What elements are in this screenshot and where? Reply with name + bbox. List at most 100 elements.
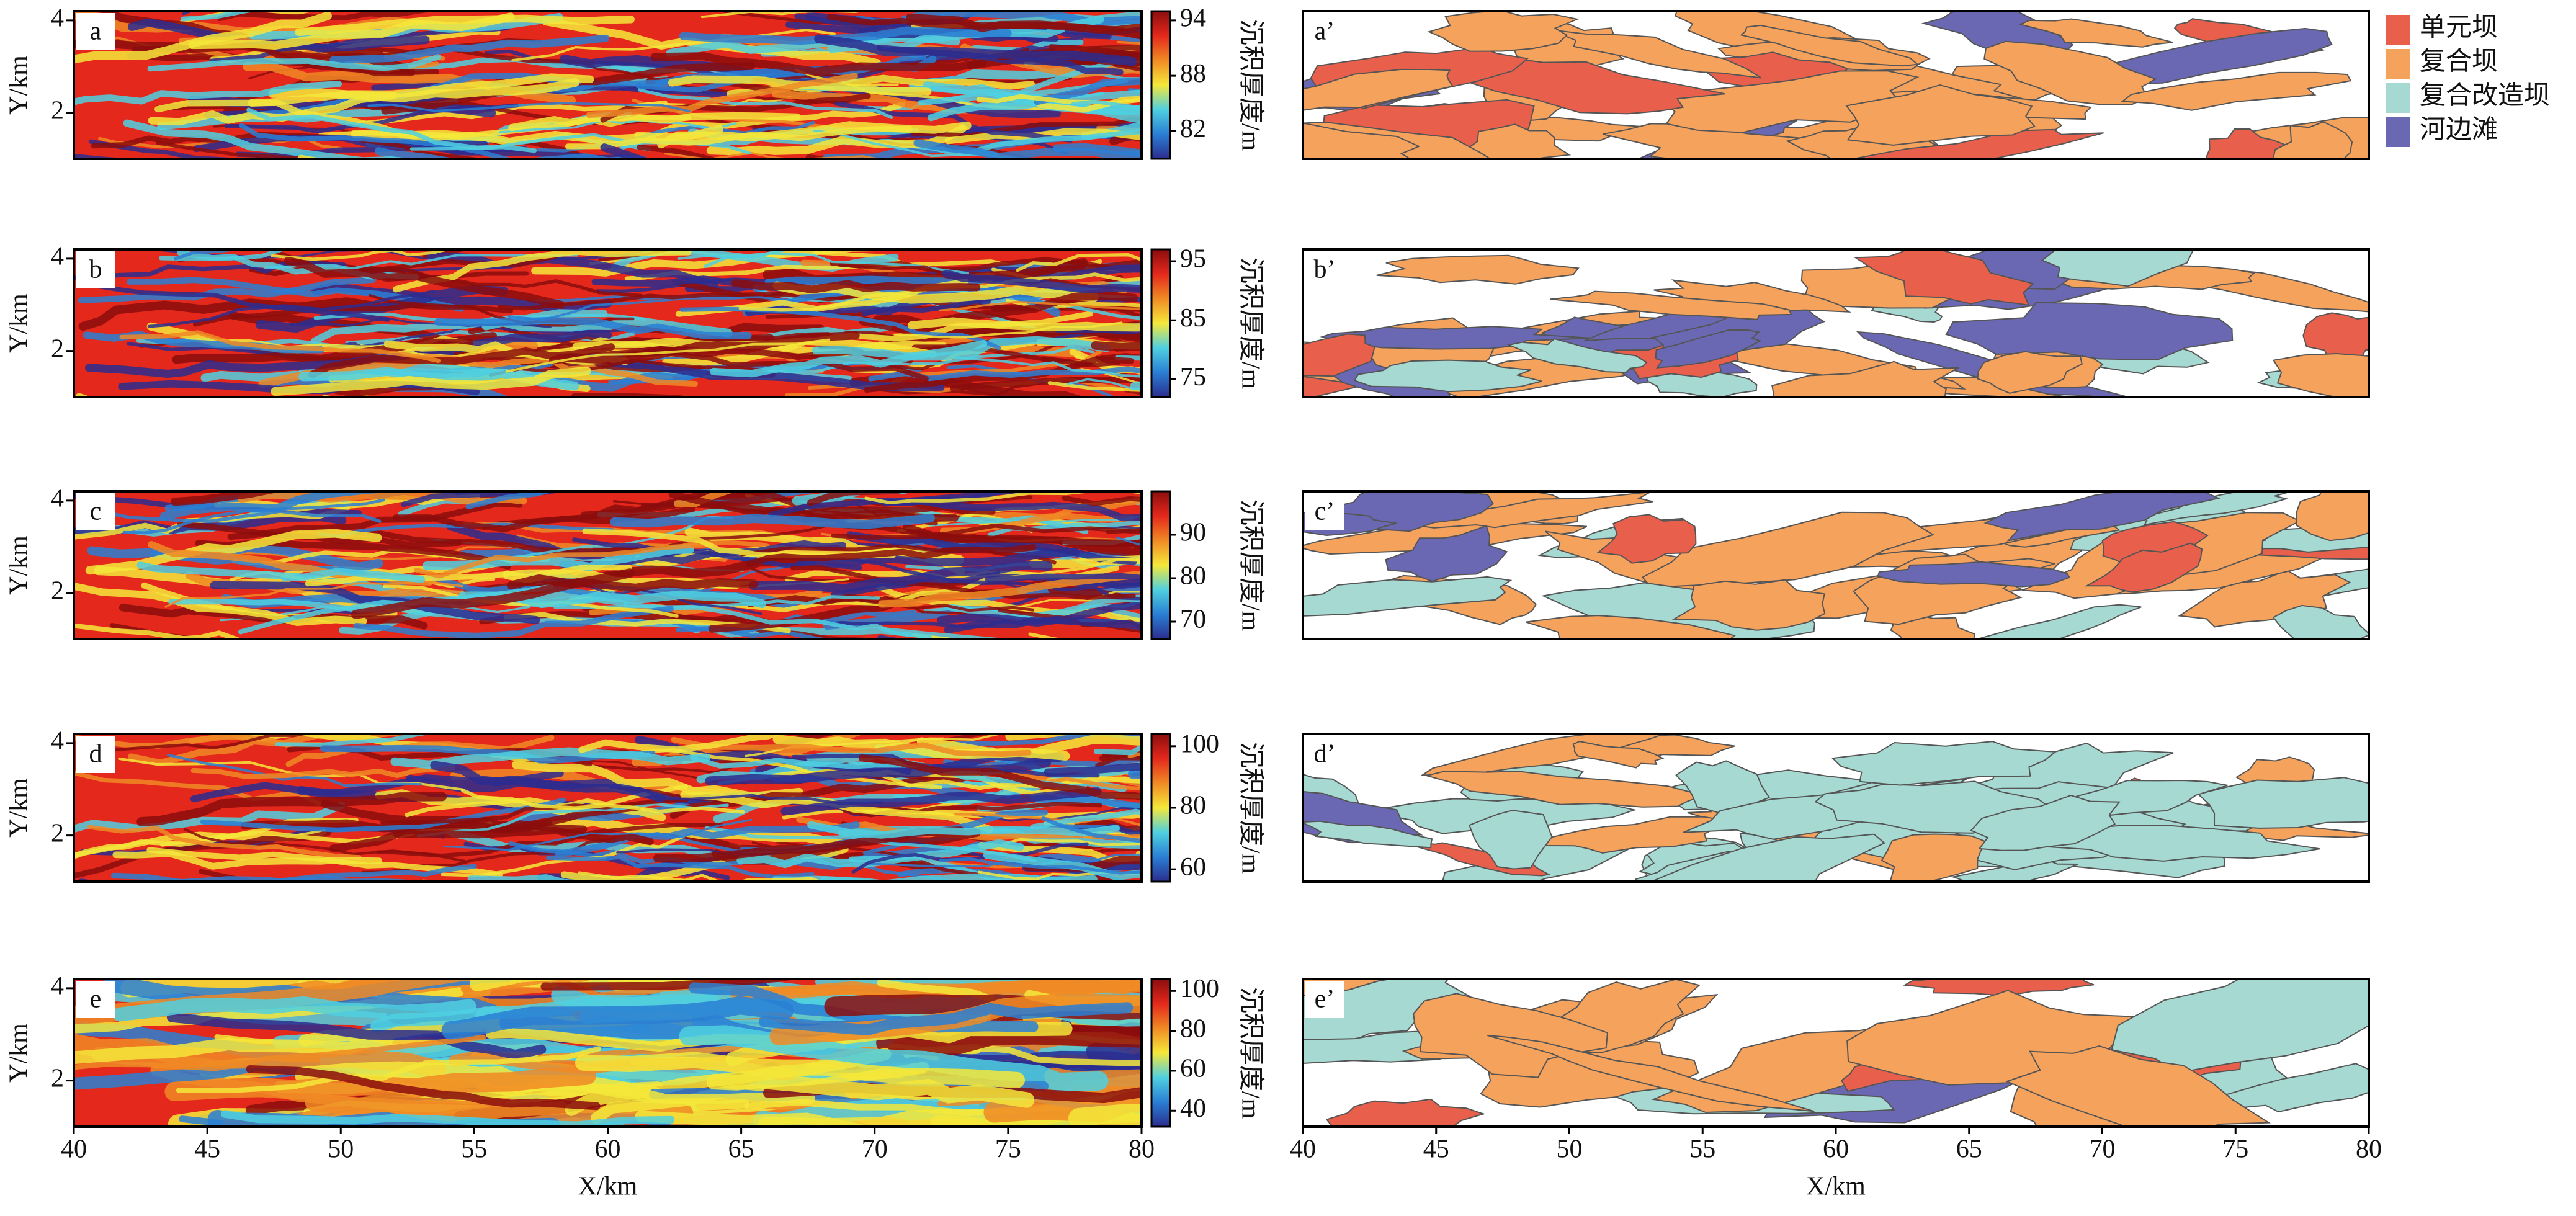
colorbar-tick-label: 94 [1180,4,1206,33]
texture-streak [164,579,463,608]
facies-body [1353,359,1542,393]
x-tick-label: 65 [728,1135,754,1164]
texture-streak [374,147,646,159]
texture-streak [976,94,1142,105]
x-tick-label: 80 [2356,1135,2382,1164]
texture-streak [1034,77,1142,105]
texture-streak [238,491,527,505]
panel-label: b [89,256,102,284]
texture-streak [706,123,967,156]
texture-streak [1095,756,1142,768]
texture-streak [367,102,691,113]
texture-streak [1031,795,1142,811]
texture-streak [893,321,1123,339]
texture-streak [441,996,794,1040]
texture-streak [942,756,1142,769]
facies-body [1303,122,1421,159]
texture-streak [246,1065,601,1111]
texture-streak [171,864,477,882]
texture-streak [736,839,1024,869]
facies-body [1469,810,1553,870]
facies-body [2018,18,2173,48]
texture-streak [846,531,1137,565]
heatmap [74,11,1142,159]
texture-streak [944,602,1142,634]
panel-border [1302,248,2370,398]
texture-streak [913,139,1142,159]
facies-body [1945,302,2234,361]
texture-streak [1038,1045,1142,1068]
x-axis-label: X/km [578,1173,638,1201]
facies-body [2084,542,2203,593]
texture-streak [166,1013,547,1060]
colorbar-tick-label: 95 [1180,245,1206,274]
texture-streak [221,1110,675,1127]
colorbar-tick-label: 82 [1180,115,1206,143]
texture-streak [635,1111,872,1127]
texture-streak [171,491,284,506]
texture-streak [78,277,376,303]
texture-streak [345,100,668,127]
texture-streak [705,751,1064,786]
facies-body [2111,979,2369,1073]
texture-streak [939,300,1142,312]
texture-streak [166,753,422,787]
texture-streak [967,129,1142,155]
texture-streak [78,506,382,523]
texture-streak [767,346,1094,374]
texture-streak [1068,1104,1142,1127]
texture-streak [608,785,884,805]
texture-streak [74,771,321,807]
texture-streak [830,257,1142,272]
texture-streak [666,34,960,57]
texture-streak [977,870,1142,880]
legend-label: 复合改造坝 [2420,82,2550,110]
texture-streak [416,802,729,838]
texture-streak [147,290,436,328]
colorbar [1150,248,1171,398]
facies-body [1550,290,1792,320]
texture-streak [991,267,1142,282]
heatmap [74,979,1142,1127]
texture-streak [954,356,1142,378]
facies-body [1877,561,2071,588]
texture-streak [156,141,310,159]
x-tick-label: 70 [862,1135,888,1164]
facies-body [1325,1098,1486,1127]
facies-body [1740,24,1920,67]
texture-streak [508,841,743,867]
texture-streak [74,153,133,159]
texture-streak [906,13,1142,40]
texture-streak [797,547,1080,567]
x-tick-label: 60 [595,1135,621,1164]
y-axis-label: Y/km [5,1023,34,1083]
texture-streak [297,154,324,159]
texture-streak [766,249,782,252]
texture-streak [1003,838,1142,846]
texture-streak [246,107,537,153]
texture-streak [217,11,432,22]
texture-streak [350,530,658,555]
texture-streak [353,606,674,639]
texture-streak [434,316,752,340]
facies-body [1596,514,1697,564]
y-tick-label: 2 [51,96,64,125]
facies-body [1881,833,1987,882]
colorbar-label: 沉积厚度/m [1236,257,1264,390]
texture-streak [508,112,801,132]
texture-streak [122,498,385,535]
x-tick-label: 60 [1823,1135,1849,1164]
x-tick-label: 40 [61,1135,87,1164]
panel-label-box [76,13,115,50]
colorbar [1150,10,1171,160]
texture-streak [443,818,753,851]
legend-label: 复合坝 [2420,48,2498,76]
colorbar-tick-label: 60 [1180,1055,1206,1083]
colorbar [1150,490,1171,640]
facies-body [1655,329,1762,369]
heatmap [74,249,1142,397]
texture-streak [807,491,909,506]
texture-streak [1052,143,1142,158]
panel-border [1302,490,2370,640]
y-tick-label: 4 [51,243,64,271]
